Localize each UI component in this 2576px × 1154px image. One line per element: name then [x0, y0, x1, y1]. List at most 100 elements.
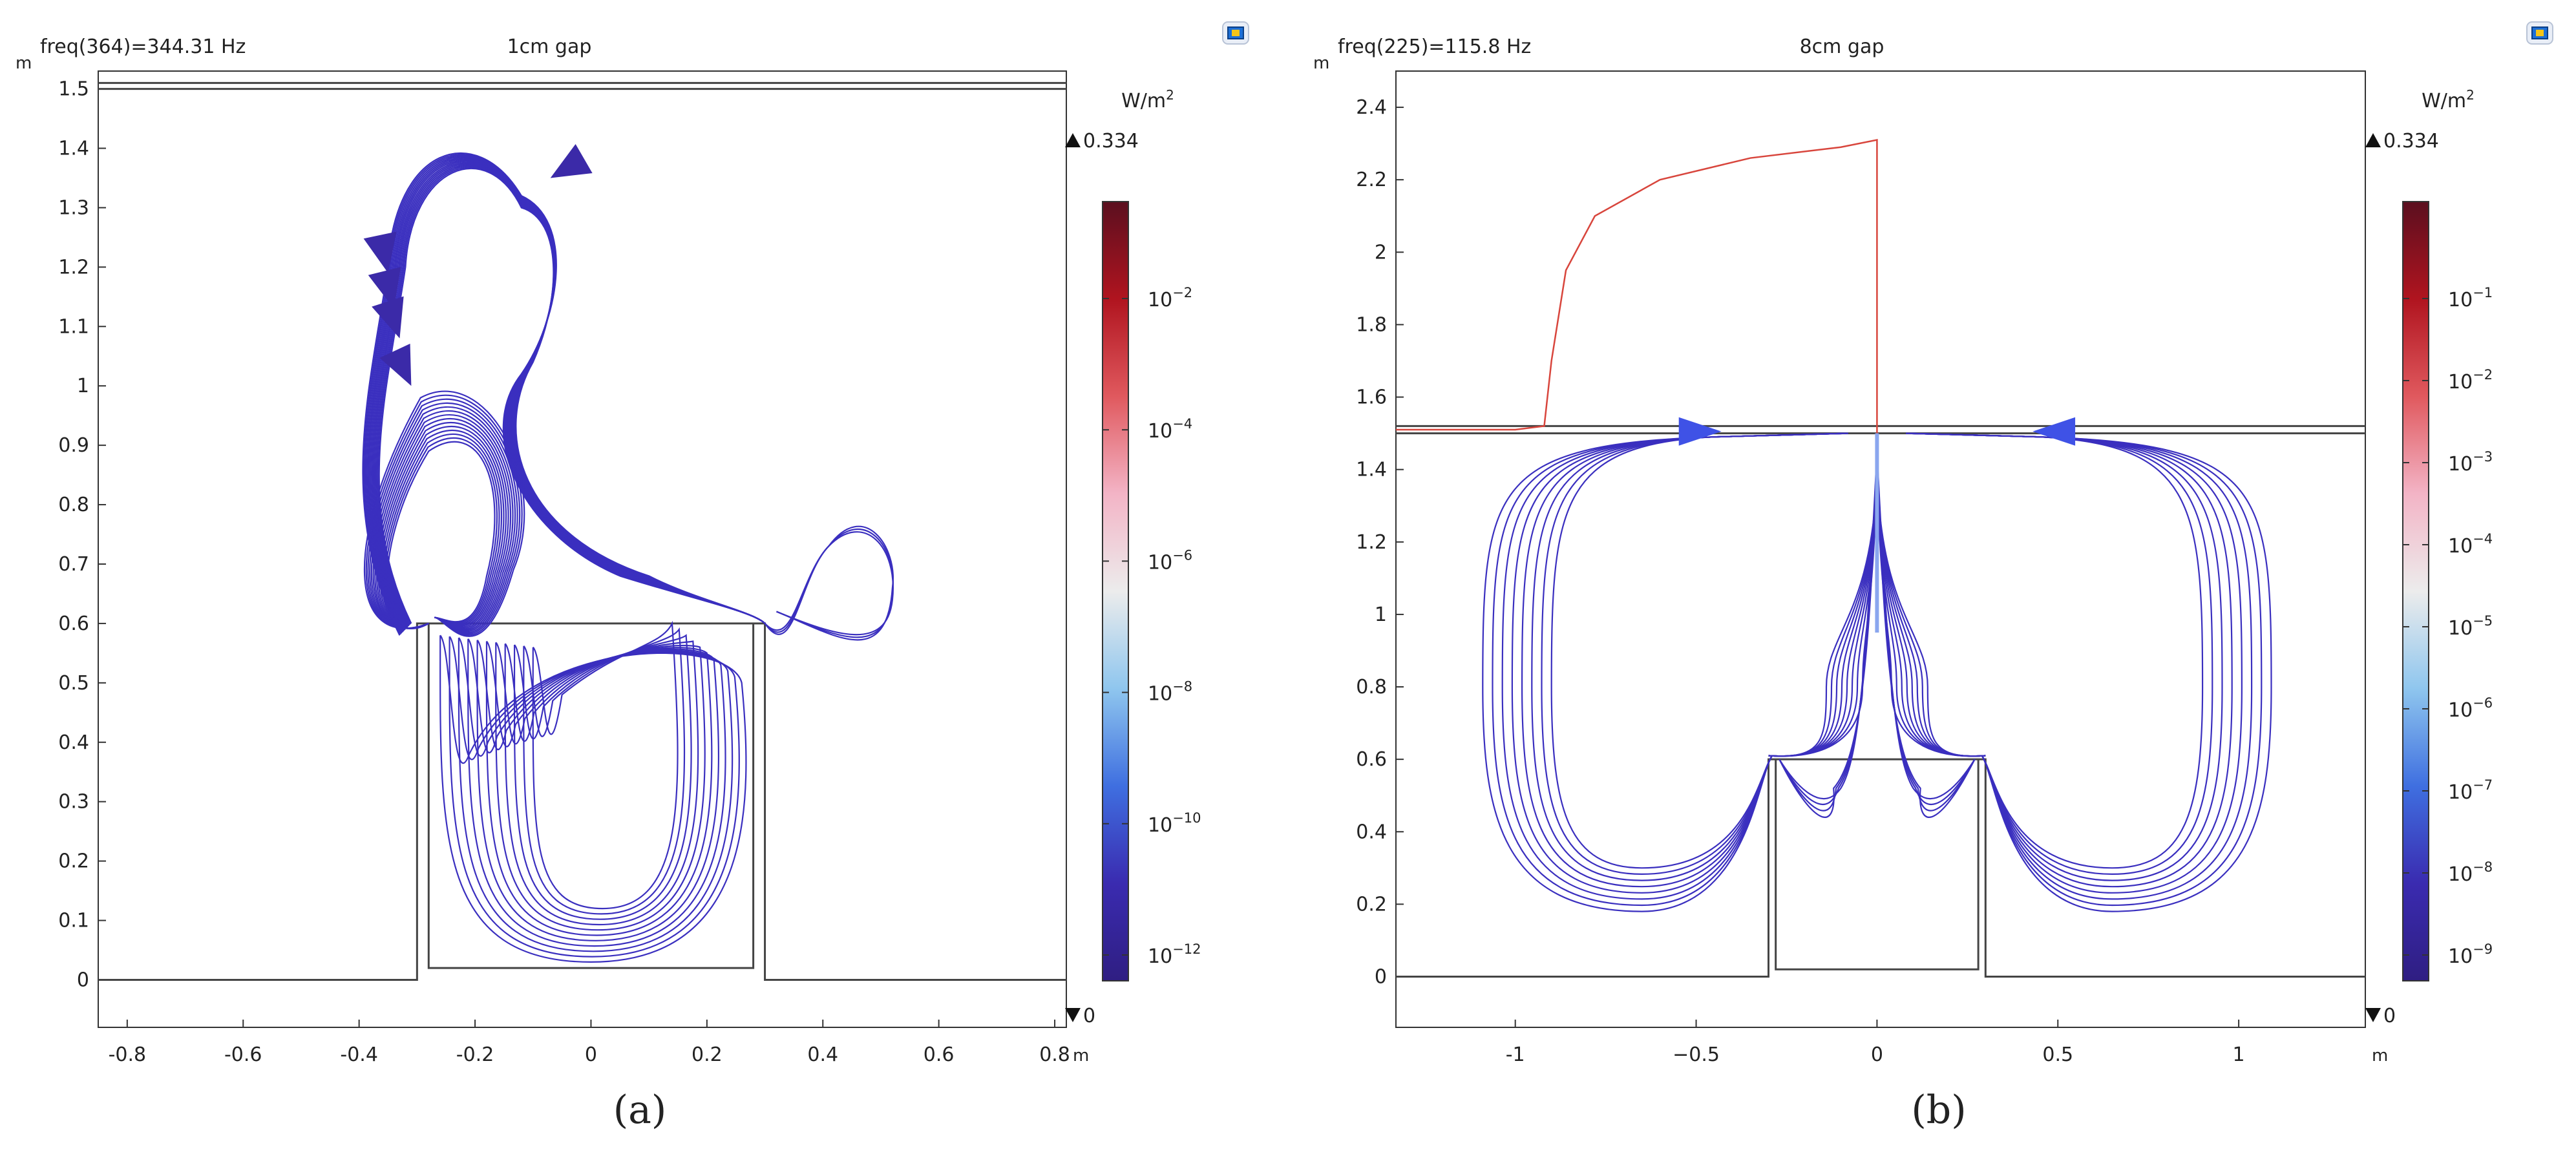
colorbar-tick-base: 10 [1148, 289, 1172, 311]
y-tick-label: 0.2 [58, 850, 89, 873]
streamline-arrow-icon [363, 231, 397, 273]
colorbar-tick-base: 10 [2448, 699, 2473, 722]
chart-title: 1cm gap [507, 36, 592, 58]
colorbar-tick-label: 10−1 [2448, 285, 2493, 311]
y-tick-label: 0.9 [58, 434, 89, 457]
x-tick-label: 0.5 [2042, 1044, 2073, 1066]
colorbar-tick-base: 10 [2448, 453, 2473, 476]
max-triangle-icon [1065, 133, 1081, 147]
y-tick-label: 0.1 [58, 910, 89, 932]
colorbar-tick-base: 10 [2448, 371, 2473, 393]
streamline-side-lobe [1906, 432, 2223, 881]
colorbar-tick-exponent: −4 [1172, 416, 1192, 432]
x-tick-label: −0.5 [1673, 1044, 1720, 1066]
streamline-upper-loop [372, 162, 766, 629]
colorbar-tick-label: 10−6 [2448, 695, 2493, 722]
streamlines [362, 143, 894, 963]
streamline-side-lobe [1501, 432, 1848, 900]
streamline-side-lobe [1906, 432, 2233, 888]
streamline-inner-curl [1779, 451, 1878, 806]
streamline-lower-loop [367, 398, 521, 635]
colorbar-tick-label: 10−4 [2448, 531, 2493, 558]
streamline-arrow-icon [2032, 417, 2076, 446]
streamline-side-lobe [1482, 432, 1848, 912]
streamline-side-lobe [1906, 432, 2213, 876]
colorbar-tick-base: 10 [2448, 945, 2473, 968]
y-tick-label: 1.5 [58, 78, 89, 101]
colorbar-unit: W/m2 [1121, 87, 1174, 112]
streamline-upper-loop [378, 167, 766, 624]
inner-box [427, 623, 755, 969]
y-tick-label: 0.6 [58, 613, 89, 635]
image-icon-sun [2536, 30, 2544, 36]
colorbar-tick-exponent: −1 [2473, 285, 2493, 300]
streamline-upper-loop [373, 163, 766, 628]
streamline-loop [523, 627, 686, 915]
colorbar-tick-exponent: −9 [2473, 941, 2493, 957]
min-triangle-icon [2365, 1008, 2381, 1022]
y-tick-label: 1.6 [1356, 386, 1387, 409]
x-tick-label: -1 [1506, 1044, 1525, 1066]
y-tick-label: 1.8 [1356, 313, 1387, 336]
streamline-upper-loop [371, 160, 766, 629]
streamline-lower-loop [375, 417, 509, 629]
streamline-loop [485, 640, 713, 936]
freq-label: freq(364)=344.31 Hz [40, 36, 246, 58]
streamline-upper-loop [363, 153, 766, 635]
streamline-side-lobe [1521, 432, 1848, 888]
image-icon[interactable] [2526, 21, 2553, 45]
panel-a: freq(364)=344.31 Hz 1cm gap m m -0.8 -0.6 -0.4… [16, 21, 1249, 1133]
domain-geometry [98, 81, 1066, 981]
colorbar-tick-label: 10−7 [2448, 777, 2493, 804]
streamline-side-lobe [1906, 432, 2253, 900]
colorbar-tick-label: 10−8 [2448, 859, 2493, 886]
streamline-arrow-icon [1678, 417, 1722, 446]
streamline-lower-loop [379, 426, 505, 629]
colorbar-tick-exponent: −4 [2473, 531, 2493, 547]
y-tick-label: 1.3 [58, 196, 89, 219]
domain-geometry [1396, 425, 2365, 978]
y-tick-label: 0.5 [58, 672, 89, 695]
x-tick-label: 0.8 [1039, 1044, 1070, 1066]
streamline-loop [449, 636, 740, 958]
colorbar-tick-label: 10−2 [1148, 285, 1192, 311]
x-tick-label: -0.2 [456, 1044, 494, 1066]
streamline-right-loop [764, 525, 894, 641]
plot-frame [1395, 70, 2366, 1028]
colorbar-tick-base: 10 [1148, 814, 1172, 837]
colorbar-tick-label: 10−9 [2448, 941, 2493, 968]
inner-box [1775, 759, 1980, 970]
y-tick-label: 1.4 [58, 138, 89, 160]
streamline-side-lobe [1550, 432, 1848, 869]
y-tick-label: 0.3 [58, 791, 89, 813]
colorbar-tick-label: 10−12 [1148, 941, 1201, 968]
y-tick-label: 1.1 [58, 315, 89, 338]
streamline-side-lobe [1541, 432, 1848, 876]
streamline-right-loop [764, 531, 894, 636]
colorbar-max-label: 0.334 [2383, 130, 2439, 152]
y-tick-label: 2.4 [1356, 96, 1387, 119]
y-tick-label: 0.4 [58, 731, 89, 754]
streamline-loop [458, 637, 734, 952]
colorbar-tick-base: 10 [2448, 535, 2473, 558]
streamline-lower-loop [377, 422, 507, 629]
plot-frame [98, 70, 1067, 1028]
streamline-loop [439, 635, 747, 963]
colorbar-tick-exponent: −3 [2473, 449, 2493, 465]
streamline-side-lobe [1531, 432, 1848, 881]
colorbar-tick-exponent: −7 [2473, 777, 2493, 793]
colorbar-tick-exponent: −8 [2473, 859, 2493, 875]
colorbar-tick-base: 10 [1148, 551, 1172, 574]
freq-label: freq(225)=115.8 Hz [1338, 36, 1531, 58]
image-icon[interactable] [1222, 21, 1249, 45]
x-tick-label: 0 [585, 1044, 597, 1066]
streamline-right-loop [764, 529, 894, 638]
y-tick-label: 1.2 [1356, 531, 1387, 554]
colorbar-tick-label: 10−6 [1148, 547, 1192, 574]
colorbar-tick-label: 10−2 [2448, 367, 2493, 393]
colorbar-unit: W/m2 [2422, 87, 2475, 112]
streamline-upper-loop [375, 165, 766, 626]
y-tick-label: 2.2 [1356, 169, 1387, 191]
